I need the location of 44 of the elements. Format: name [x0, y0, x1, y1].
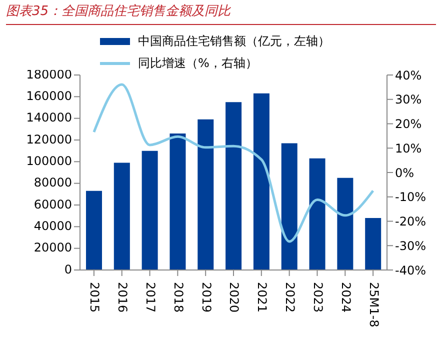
- y2-tick-label: -30%: [395, 238, 426, 253]
- bar: [253, 93, 270, 270]
- y2-tick-label: -10%: [395, 190, 426, 204]
- x-tick-label: 2015: [88, 282, 102, 313]
- y-tick-label: 140000: [26, 110, 72, 125]
- line-series: [92, 83, 374, 243]
- y-tick-label: 100000: [26, 154, 72, 168]
- bar: [198, 119, 214, 270]
- y-tick-label: 120000: [26, 132, 72, 146]
- bar: [365, 218, 382, 270]
- x-tick-label: 2023: [310, 282, 325, 313]
- bar: [114, 162, 130, 270]
- bar: [142, 150, 158, 270]
- y-tick-label: 80000: [34, 176, 72, 190]
- x-tick-label: 2019: [199, 282, 214, 313]
- x-tick-label: 2017: [143, 282, 158, 313]
- x-tick-label: 2018: [171, 282, 186, 313]
- bar: [170, 134, 186, 270]
- legend-label: 中国商品住宅销售额（亿元，左轴）: [138, 33, 330, 50]
- chart-title: 图表35：全国商品住宅销售金额及同比: [6, 2, 436, 25]
- x-tick-label: 2022: [283, 282, 298, 313]
- y-tick-label: 20000: [34, 240, 72, 255]
- y2-tick-label: 0%: [395, 166, 414, 180]
- bar: [281, 143, 298, 270]
- x-tick-label: 2024: [338, 282, 353, 313]
- legend-label: 同比增速（%，右轴）: [138, 55, 258, 72]
- x-tick-label: 25M1-8: [366, 282, 381, 328]
- y-tick-label: 160000: [26, 88, 72, 103]
- y2-tick-label: 40%: [395, 68, 422, 82]
- y2-tick-label: 30%: [395, 92, 422, 107]
- y2-tick-label: -40%: [395, 263, 426, 278]
- y-tick-label: 0: [64, 262, 72, 276]
- x-tick-label: 2021: [255, 282, 270, 313]
- y-tick-label: 60000: [34, 197, 72, 212]
- bar: [309, 158, 326, 270]
- x-tick-label: 2020: [227, 282, 242, 313]
- y2-tick-label: -20%: [395, 214, 426, 229]
- y2-tick-label: 10%: [395, 141, 422, 156]
- bar: [226, 102, 242, 270]
- bar: [86, 190, 102, 270]
- y2-tick-label: 20%: [395, 117, 422, 132]
- x-tick-label: 2016: [116, 282, 130, 313]
- bar: [337, 178, 354, 270]
- y-tick-label: 40000: [34, 218, 72, 233]
